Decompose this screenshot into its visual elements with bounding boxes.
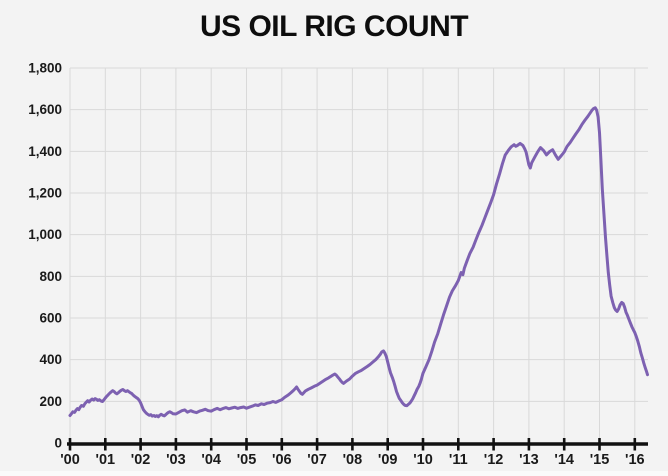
y-axis-label: 1,000	[28, 227, 62, 242]
chart-title: US OIL RIG COUNT	[199, 10, 469, 43]
x-axis-label: '13	[519, 452, 539, 468]
x-axis-label: '14	[554, 452, 574, 468]
x-axis-label: '03	[166, 452, 186, 468]
line-series	[68, 106, 649, 419]
x-axis-label: '07	[307, 452, 327, 468]
x-axis-label: '08	[343, 452, 363, 468]
x-axis-label: '11	[449, 452, 468, 468]
x-axis-label: '01	[96, 452, 116, 468]
x-axis-label: '04	[201, 452, 221, 468]
x-axis-label: '09	[378, 452, 398, 468]
y-axis-label: 200	[39, 394, 62, 409]
y-axis-label: 0	[54, 436, 62, 451]
y-axis-label: 600	[39, 311, 62, 326]
x-axis-label: '16	[625, 452, 645, 468]
y-axis-label: 400	[39, 352, 62, 367]
x-axis-label: '00	[60, 452, 80, 468]
y-axis-label: 800	[39, 269, 62, 284]
footer-strip	[0, 471, 668, 476]
x-axis-label: '02	[131, 452, 151, 468]
y-axis-label: 1,200	[28, 186, 62, 201]
x-axis-label: '06	[272, 452, 292, 468]
x-axis-label: '15	[590, 452, 610, 468]
y-axis-label: 1,400	[28, 144, 62, 159]
y-axis-label: 1,800	[28, 61, 62, 76]
y-axis-label: 1,600	[28, 102, 62, 117]
x-axis-label: '10	[413, 452, 433, 468]
x-axis-label: '05	[237, 452, 257, 468]
x-axis-label: '12	[484, 452, 504, 468]
